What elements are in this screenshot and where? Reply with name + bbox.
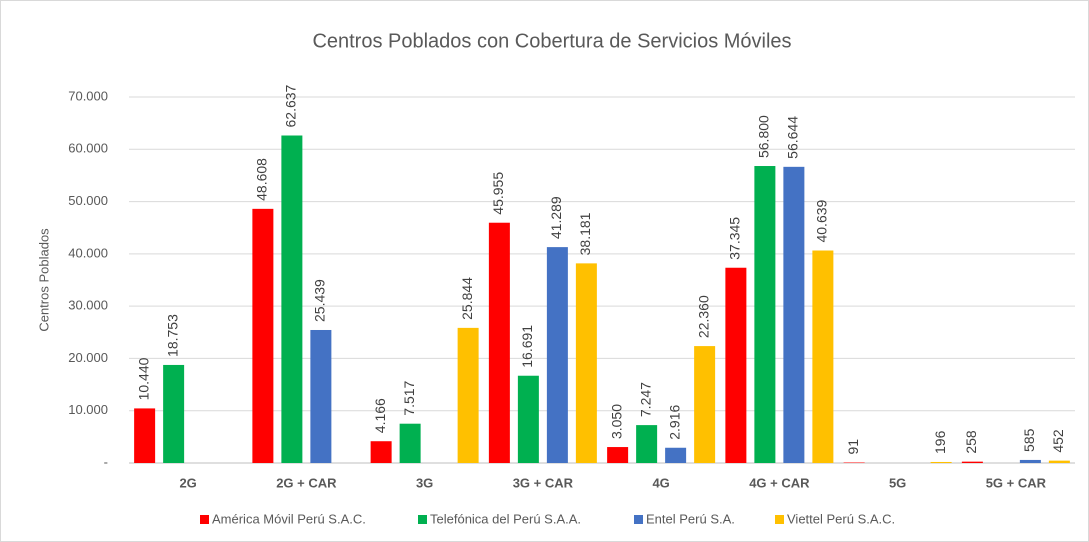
y-tick-label: 30.000 (68, 298, 108, 313)
legend-label: Telefónica del Perú S.A.A. (430, 511, 581, 526)
data-label: 45.955 (490, 172, 506, 215)
data-label: 41.289 (548, 196, 564, 239)
bar (488, 222, 510, 463)
y-tick-label: 20.000 (68, 350, 108, 365)
y-tick-label: 50.000 (68, 193, 108, 208)
x-tick-label: 5G + CAR (986, 475, 1047, 490)
data-label: 48.608 (254, 158, 270, 201)
bar (310, 329, 332, 463)
bar (930, 461, 952, 463)
y-tick-label: 70.000 (68, 88, 108, 103)
bar (575, 263, 597, 463)
bar (134, 408, 156, 463)
data-label: 18.753 (164, 314, 180, 357)
bar (281, 135, 303, 463)
data-label: 3.050 (608, 404, 624, 439)
data-label: 10.440 (135, 357, 151, 400)
data-label: 196 (932, 430, 948, 454)
bar (517, 375, 539, 463)
data-label: 25.844 (459, 277, 475, 320)
x-tick-label: 4G (652, 475, 669, 490)
data-label: 25.439 (312, 279, 328, 322)
bar (457, 327, 479, 463)
bar (725, 267, 747, 463)
legend-label: Viettel Perú S.A.C. (787, 511, 895, 526)
bar (1019, 459, 1041, 463)
data-label: 40.639 (814, 199, 830, 242)
data-label: 4.166 (372, 398, 388, 433)
bar (783, 166, 805, 463)
x-tick-label: 2G + CAR (276, 475, 337, 490)
x-tick-label: 5G (889, 475, 906, 490)
y-axis-label: Centros Poblados (36, 228, 51, 332)
data-label: 62.637 (283, 84, 299, 127)
data-label: 2.916 (666, 405, 682, 440)
bar (546, 247, 568, 463)
data-label: 37.345 (727, 217, 743, 260)
bar (252, 208, 274, 463)
legend-label: Entel Perú S.A. (646, 511, 735, 526)
legend-swatch (418, 515, 427, 524)
data-label: 38.181 (577, 212, 593, 255)
x-tick-label: 3G + CAR (513, 475, 574, 490)
data-label: 452 (1050, 429, 1066, 453)
data-label: 91 (845, 439, 861, 455)
legend-swatch (775, 515, 784, 524)
legend-label: América Móvil Perú S.A.C. (212, 511, 366, 526)
bar (607, 447, 629, 463)
data-label: 16.691 (519, 325, 535, 368)
x-tick-label: 2G (179, 475, 196, 490)
data-label: 56.644 (785, 116, 801, 159)
bar (694, 346, 716, 463)
chart-title: Centros Poblados con Cobertura de Servic… (312, 30, 791, 52)
bar (399, 423, 421, 463)
data-label: 7.517 (401, 380, 417, 415)
bar (163, 364, 185, 463)
bar (1048, 460, 1070, 463)
x-tick-label: 4G + CAR (749, 475, 810, 490)
legend-swatch (634, 515, 643, 524)
x-tick-label: 3G (416, 475, 433, 490)
legend-swatch (200, 515, 209, 524)
bar (665, 447, 687, 463)
y-tick-label: 60.000 (68, 141, 108, 156)
data-label: 22.360 (695, 295, 711, 338)
y-tick-label: - (104, 454, 108, 469)
y-tick-label: 10.000 (68, 402, 108, 417)
bar (754, 166, 776, 463)
data-label: 7.247 (637, 382, 653, 417)
bar (370, 441, 392, 463)
data-label: 258 (963, 430, 979, 454)
data-label: 585 (1021, 428, 1037, 452)
bar (636, 425, 658, 463)
bar (812, 250, 834, 463)
data-label: 56.800 (756, 115, 772, 158)
bar (961, 461, 983, 463)
y-tick-label: 40.000 (68, 245, 108, 260)
